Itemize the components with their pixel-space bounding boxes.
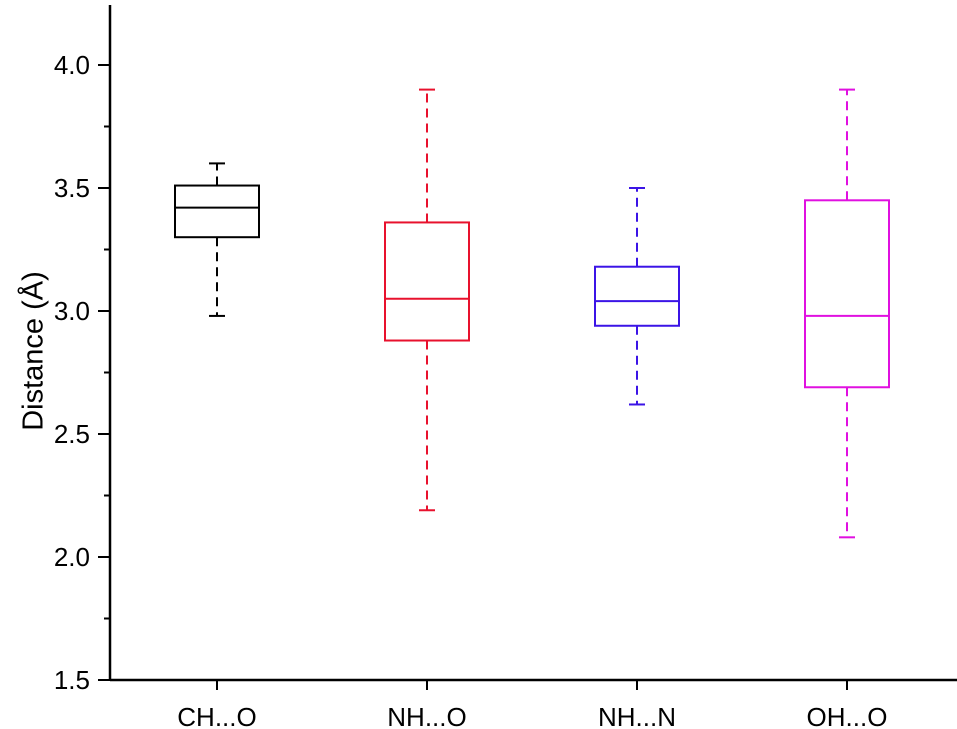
labels: Distance (Å) 1.5 2.0 2.5 3.0 3.5 4.0 CH...O NH.… — [17, 50, 888, 729]
x-tick-label: NH...N — [598, 702, 676, 729]
boxes — [174, 88, 890, 539]
box-2 — [384, 88, 470, 512]
y-tick-label: 2.5 — [54, 419, 90, 449]
y-tick-label: 3.5 — [54, 173, 90, 203]
iqr-box — [384, 221, 470, 342]
x-tick-label: NH...O — [387, 702, 466, 729]
box-4 — [804, 88, 890, 539]
axes — [98, 5, 957, 690]
y-axis-title: Distance (Å) — [17, 271, 50, 431]
box-3 — [594, 187, 680, 406]
iqr-box — [804, 199, 890, 389]
x-tick-label: OH...O — [807, 702, 888, 729]
y-tick-label: 3.0 — [54, 296, 90, 326]
y-tick-label: 4.0 — [54, 50, 90, 80]
y-tick-label: 1.5 — [54, 665, 90, 695]
box-1 — [174, 162, 260, 317]
iqr-box — [174, 184, 260, 239]
y-tick-label: 2.0 — [54, 542, 90, 572]
x-tick-label: CH...O — [177, 702, 256, 729]
iqr-box — [594, 265, 680, 327]
